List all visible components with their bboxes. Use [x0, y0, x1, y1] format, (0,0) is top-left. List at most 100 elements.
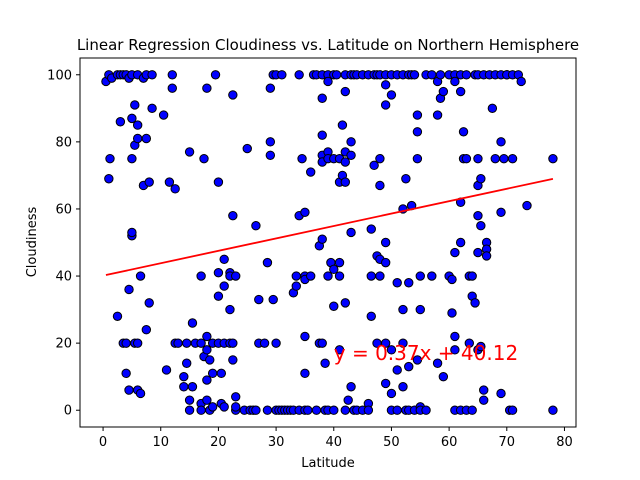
x-axis-label: Latitude	[301, 456, 355, 471]
data-point	[262, 257, 273, 268]
data-point	[522, 200, 532, 211]
data-point	[340, 405, 350, 415]
data-point	[205, 355, 215, 365]
data-point	[219, 402, 229, 412]
data-point	[265, 83, 276, 93]
data-point	[392, 278, 402, 288]
y-axis-ticks: 0 20 40 60 80 100	[47, 68, 80, 419]
data-point	[323, 76, 333, 87]
data-point	[366, 311, 376, 321]
data-point	[259, 338, 270, 348]
data-point	[334, 345, 345, 355]
data-point	[461, 153, 472, 164]
data-point	[548, 153, 558, 164]
data-point	[271, 338, 281, 348]
data-point	[450, 247, 460, 258]
data-point	[300, 207, 310, 218]
y-tick-label: 80	[55, 135, 72, 150]
data-point	[147, 70, 157, 80]
data-point	[187, 382, 198, 392]
data-point	[294, 70, 304, 80]
data-point	[210, 70, 221, 80]
data-point	[455, 237, 466, 248]
data-point	[187, 318, 198, 328]
data-point	[380, 257, 391, 268]
data-point	[300, 368, 310, 379]
regression-line	[105, 177, 554, 276]
data-point	[450, 331, 460, 342]
data-point	[184, 395, 195, 405]
data-point	[369, 160, 379, 171]
data-point	[317, 234, 327, 244]
data-point	[196, 271, 206, 281]
data-point	[470, 298, 480, 308]
data-point	[213, 177, 224, 187]
data-point	[202, 83, 212, 93]
data-point	[392, 365, 402, 375]
data-point	[317, 338, 327, 348]
data-point	[386, 388, 397, 399]
data-point	[182, 358, 192, 368]
data-point	[438, 371, 449, 382]
data-point	[311, 405, 322, 415]
data-point	[167, 70, 177, 80]
data-point	[199, 153, 209, 164]
data-point	[262, 405, 273, 415]
data-point	[161, 365, 172, 375]
data-point	[219, 254, 229, 264]
data-point	[464, 338, 474, 348]
data-point	[346, 227, 356, 238]
data-point	[496, 207, 506, 218]
data-point	[184, 405, 195, 415]
data-point	[363, 405, 374, 415]
y-tick-label: 0	[64, 404, 72, 419]
data-point	[346, 137, 356, 147]
data-point	[121, 368, 131, 379]
data-point	[450, 345, 460, 355]
data-point	[173, 338, 183, 348]
data-point	[231, 402, 241, 412]
data-point	[231, 392, 241, 402]
data-point	[375, 180, 385, 191]
x-tick-label: 50	[383, 435, 400, 450]
data-point	[105, 153, 115, 164]
data-point	[398, 382, 408, 392]
data-point	[401, 174, 411, 184]
data-point	[380, 338, 391, 348]
data-point	[329, 264, 339, 275]
data-point	[179, 371, 189, 382]
data-point	[130, 100, 140, 110]
data-point	[473, 210, 483, 221]
data-point	[320, 358, 330, 368]
data-point	[412, 355, 423, 365]
data-point	[386, 345, 397, 355]
data-point	[158, 110, 169, 120]
chart-title: Linear Regression Cloudiness vs. Latitud…	[77, 36, 579, 54]
data-point	[268, 294, 278, 305]
data-point	[242, 143, 252, 154]
data-point	[427, 70, 437, 80]
data-point	[380, 237, 391, 248]
data-point	[476, 174, 486, 184]
x-tick-label: 80	[556, 435, 573, 450]
data-point	[196, 338, 206, 348]
data-point	[487, 103, 498, 114]
data-point	[265, 137, 276, 147]
data-point	[415, 271, 425, 281]
data-point	[375, 153, 385, 164]
data-point	[121, 338, 131, 348]
y-tick-label: 40	[55, 270, 72, 285]
data-point	[135, 271, 146, 281]
data-point	[213, 291, 224, 301]
data-point	[182, 338, 192, 348]
data-point	[323, 271, 333, 281]
data-point	[340, 86, 350, 97]
regression-equation: y = 0.37x + 40.12	[334, 341, 518, 365]
data-point	[179, 382, 189, 392]
data-point	[132, 120, 143, 130]
x-tick-label: 30	[268, 435, 285, 450]
data-point	[473, 247, 483, 258]
data-point	[380, 80, 391, 90]
data-point	[392, 405, 402, 415]
